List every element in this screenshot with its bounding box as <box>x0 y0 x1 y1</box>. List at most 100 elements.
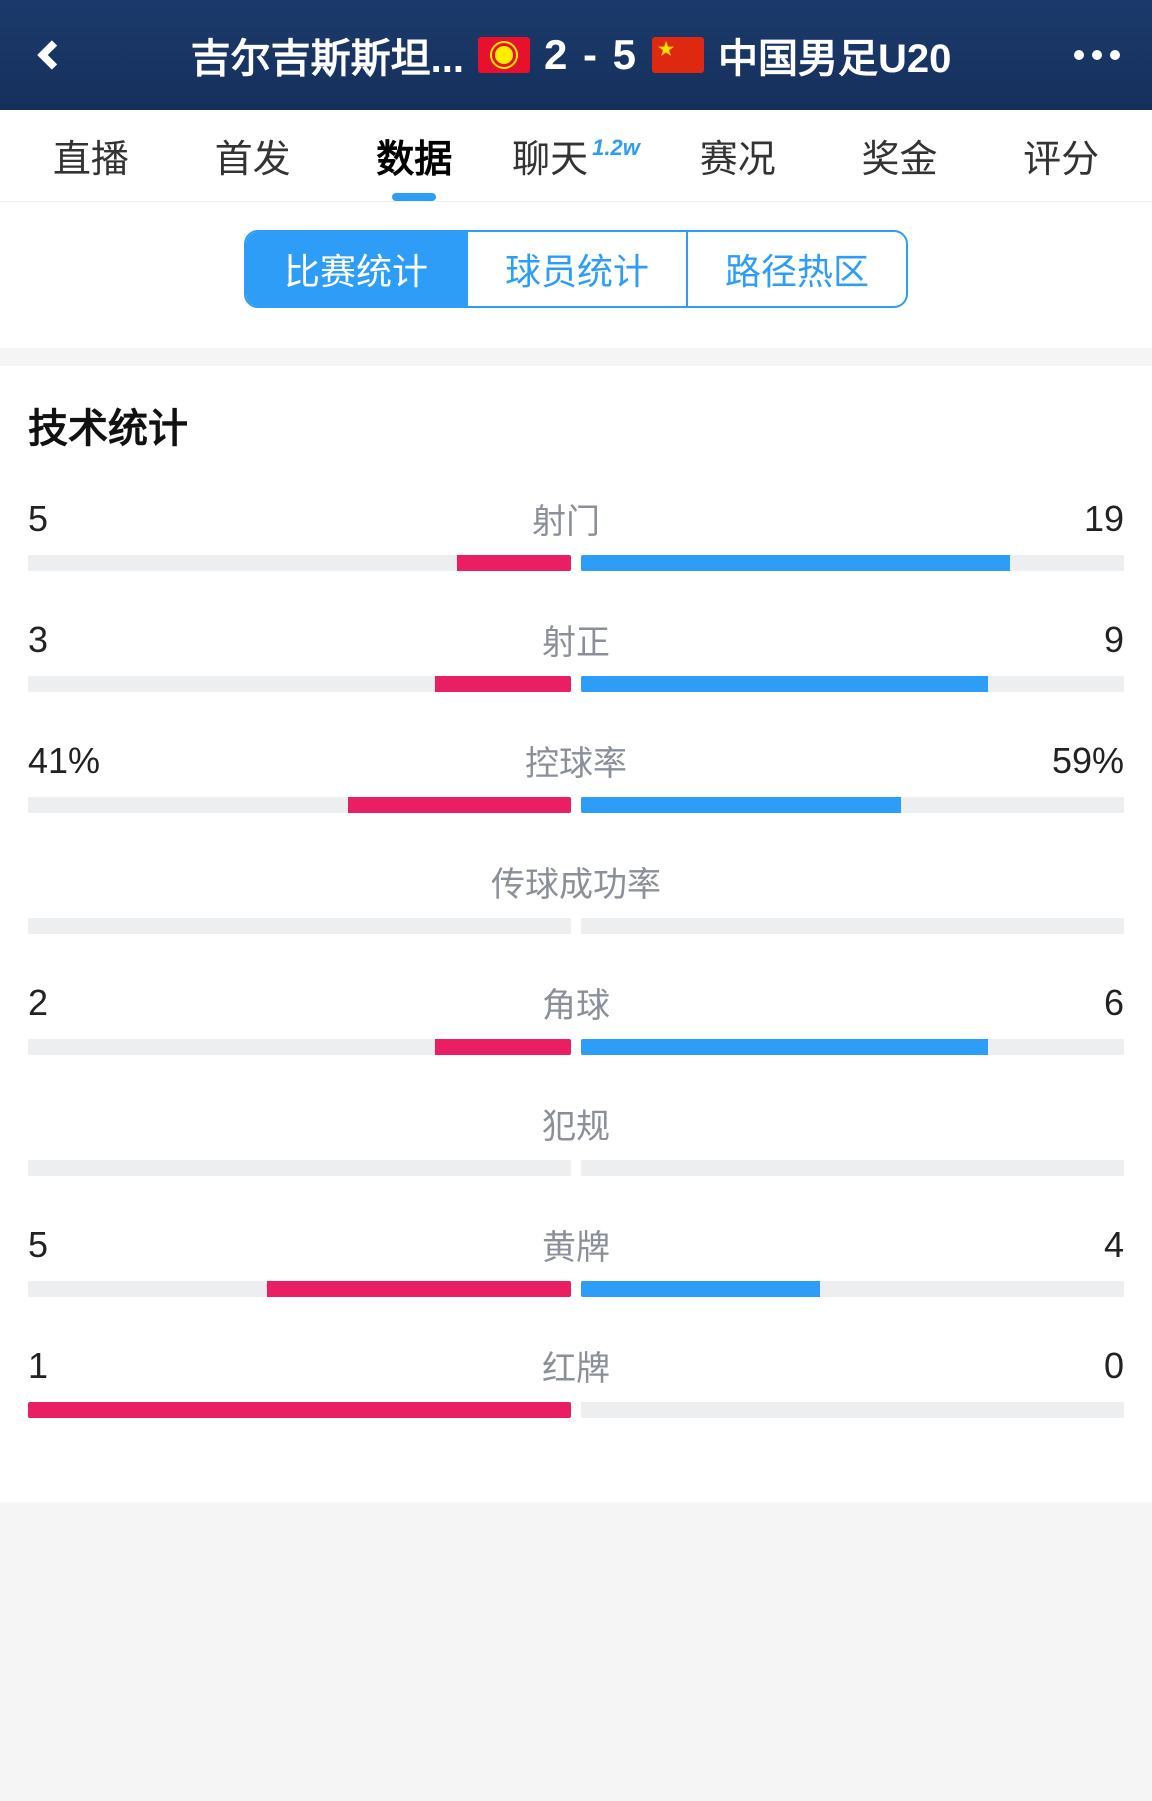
stat-values: 犯规 <box>28 1099 1124 1148</box>
stat-bar-left <box>28 1402 571 1418</box>
stat-values: 5 黄牌 4 <box>28 1220 1124 1269</box>
stat-right-value: 6 <box>1104 982 1124 1024</box>
stat-label: 红牌 <box>542 1341 610 1390</box>
stat-values: 5 射门 19 <box>28 494 1124 543</box>
tab-label: 直播 <box>53 128 129 183</box>
back-button[interactable] <box>20 37 80 73</box>
stat-left-value: 5 <box>28 1224 48 1266</box>
stat-bar-left <box>28 797 571 813</box>
stat-bar-left <box>28 918 571 934</box>
stat-left-value: 2 <box>28 982 48 1024</box>
stat-row: 1 红牌 0 <box>28 1341 1124 1418</box>
stat-label: 黄牌 <box>542 1220 610 1269</box>
stat-label: 射门 <box>532 494 600 543</box>
tab-label: 数据 <box>376 128 452 183</box>
segment-control-wrap: 比赛统计球员统计路径热区 <box>0 202 1152 348</box>
section-title: 技术统计 <box>28 396 1124 454</box>
stat-values: 41% 控球率 59% <box>28 736 1124 785</box>
stats-section: 技术统计 5 射门 19 3 射正 9 41% 控球率 59% 传球成功率 2 角球 6 犯规 5 黄牌 4 1 红… <box>0 366 1152 1502</box>
tab-5[interactable]: 奖金 <box>819 128 981 183</box>
stat-bars <box>28 1039 1124 1055</box>
stat-bar-right <box>581 1281 1124 1297</box>
stat-bars <box>28 1402 1124 1418</box>
stat-bar-right-fill <box>581 797 901 813</box>
stat-label: 角球 <box>542 978 610 1027</box>
stats-list: 5 射门 19 3 射正 9 41% 控球率 59% 传球成功率 2 角球 6 犯规 5 黄牌 4 1 红牌 0 <box>28 494 1124 1418</box>
stat-values: 传球成功率 <box>28 857 1124 906</box>
stat-right-value: 9 <box>1104 619 1124 661</box>
stat-left-value: 41% <box>28 740 100 782</box>
stat-bars <box>28 555 1124 571</box>
stat-bar-right-fill <box>581 676 988 692</box>
match-score: 2 - 5 <box>544 31 638 79</box>
stat-bar-left <box>28 555 571 571</box>
stat-bar-left-fill <box>267 1281 571 1297</box>
stat-row: 41% 控球率 59% <box>28 736 1124 813</box>
dot-icon <box>1092 50 1102 60</box>
tab-badge: 1.2w <box>592 135 640 161</box>
stat-right-value: 59% <box>1052 740 1124 782</box>
stat-bar-right-fill <box>581 1039 988 1055</box>
stat-bar-left <box>28 676 571 692</box>
flag-kyrgyzstan-icon <box>478 37 530 73</box>
stat-row: 传球成功率 <box>28 857 1124 934</box>
stat-label: 传球成功率 <box>491 857 661 906</box>
segment-1[interactable]: 球员统计 <box>466 232 686 306</box>
stat-bars <box>28 797 1124 813</box>
stat-bar-right-fill <box>581 1281 820 1297</box>
stat-row: 3 射正 9 <box>28 615 1124 692</box>
stat-label: 控球率 <box>525 736 627 785</box>
stat-left-value: 1 <box>28 1345 48 1387</box>
stat-row: 5 射门 19 <box>28 494 1124 571</box>
team-right-name: 中国男足U20 <box>718 26 951 84</box>
stat-row: 犯规 <box>28 1099 1124 1176</box>
segment-2[interactable]: 路径热区 <box>686 232 906 306</box>
tab-label: 评分 <box>1023 128 1099 183</box>
stat-bar-right <box>581 1039 1124 1055</box>
stat-bar-left-fill <box>435 1039 571 1055</box>
stat-bar-left <box>28 1160 571 1176</box>
team-left-name: 吉尔吉斯斯坦... <box>191 26 464 84</box>
stat-bar-left-fill <box>348 797 571 813</box>
tab-3[interactable]: 聊天1.2w <box>495 128 657 183</box>
stat-row: 5 黄牌 4 <box>28 1220 1124 1297</box>
stat-values: 2 角球 6 <box>28 978 1124 1027</box>
stat-bar-right-fill <box>581 555 1010 571</box>
stat-row: 2 角球 6 <box>28 978 1124 1055</box>
stat-right-value: 0 <box>1104 1345 1124 1387</box>
match-title: 吉尔吉斯斯坦... 2 - 5 中国男足U20 <box>80 26 1062 84</box>
stat-bar-right <box>581 1402 1124 1418</box>
stat-bars <box>28 918 1124 934</box>
stat-right-value: 4 <box>1104 1224 1124 1266</box>
tab-label: 奖金 <box>861 128 937 183</box>
more-button[interactable] <box>1062 50 1132 60</box>
tab-4[interactable]: 赛况 <box>657 128 819 183</box>
dot-icon <box>1074 50 1084 60</box>
flag-china-icon <box>652 37 704 73</box>
stat-bar-left-fill <box>435 676 571 692</box>
tab-2[interactable]: 数据 <box>333 128 495 183</box>
tab-1[interactable]: 首发 <box>172 128 334 183</box>
stat-bar-right <box>581 1160 1124 1176</box>
segment-0[interactable]: 比赛统计 <box>246 232 466 306</box>
stat-label: 射正 <box>542 615 610 664</box>
main-tabs: 直播首发数据聊天1.2w赛况奖金评分 <box>0 110 1152 202</box>
stat-bar-left <box>28 1039 571 1055</box>
stat-right-value: 19 <box>1084 498 1124 540</box>
stat-bar-left-fill <box>28 1402 571 1418</box>
stat-bars <box>28 1281 1124 1297</box>
stat-left-value: 5 <box>28 498 48 540</box>
segment-control: 比赛统计球员统计路径热区 <box>244 230 908 308</box>
stat-bar-left <box>28 1281 571 1297</box>
stat-label: 犯规 <box>542 1099 610 1148</box>
tab-label: 首发 <box>215 128 291 183</box>
tab-label: 聊天 <box>512 128 588 183</box>
tab-6[interactable]: 评分 <box>980 128 1142 183</box>
stat-values: 3 射正 9 <box>28 615 1124 664</box>
stat-bars <box>28 676 1124 692</box>
tab-label: 赛况 <box>700 128 776 183</box>
stat-bar-right <box>581 918 1124 934</box>
stat-left-value: 3 <box>28 619 48 661</box>
chevron-left-icon <box>32 37 68 73</box>
tab-0[interactable]: 直播 <box>10 128 172 183</box>
